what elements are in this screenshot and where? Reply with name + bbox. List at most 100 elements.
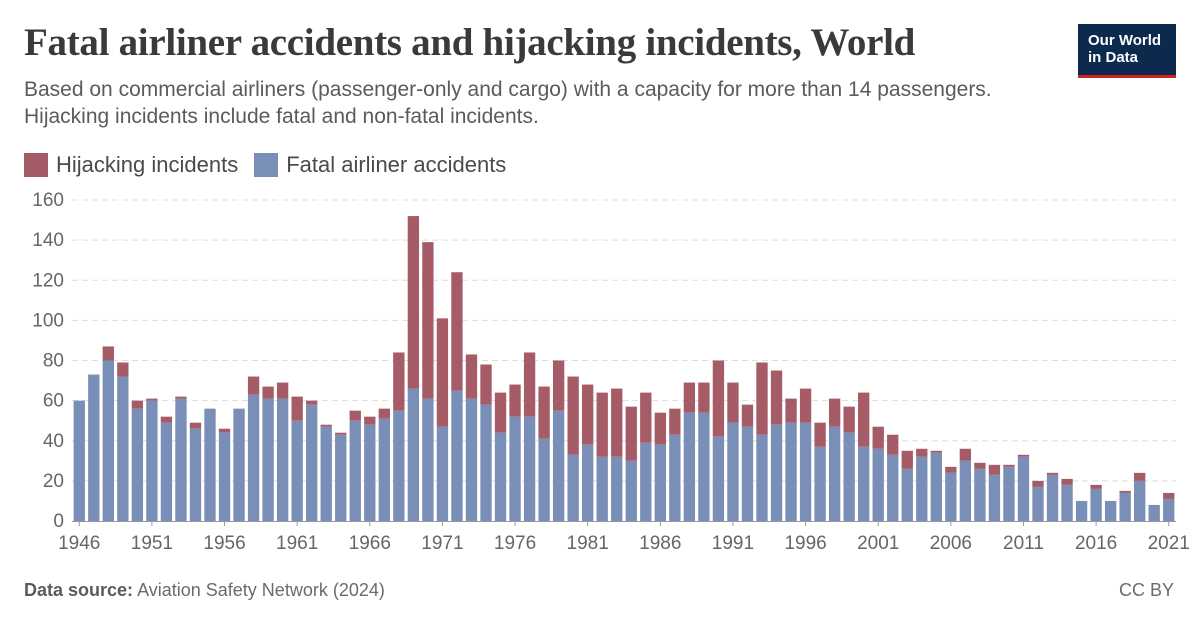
bar-hijacking[interactable] [422,242,434,399]
bar-hijacking[interactable] [712,360,725,437]
bar-accidents[interactable] [218,432,231,521]
bar-accidents[interactable] [306,404,318,521]
bar-hijacking[interactable] [436,318,449,427]
bar-accidents[interactable] [1134,480,1146,521]
bar-hijacking[interactable] [117,362,129,377]
bar-hijacking[interactable] [669,408,681,435]
bar-hijacking[interactable] [1032,480,1044,487]
license-link[interactable]: CC BY [1118,580,1174,600]
bar-accidents[interactable] [378,418,390,521]
bar-accidents[interactable] [901,468,913,521]
bar-hijacking[interactable] [335,432,347,435]
bar-hijacking[interactable] [741,404,754,427]
bar-accidents[interactable] [596,456,608,521]
bar-accidents[interactable] [785,422,797,521]
bar-accidents[interactable] [1119,492,1131,521]
bar-hijacking[interactable] [959,448,972,461]
bar-accidents[interactable] [567,454,579,521]
bar-accidents[interactable] [683,412,696,521]
bar-hijacking[interactable] [858,392,870,447]
bar-hijacking[interactable] [364,416,376,425]
bar-accidents[interactable] [756,434,768,521]
bar-hijacking[interactable] [1061,478,1073,485]
bar-accidents[interactable] [146,400,158,521]
bar-accidents[interactable] [770,424,783,521]
bar-hijacking[interactable] [306,400,318,405]
bar-accidents[interactable] [654,444,666,521]
bar-accidents[interactable] [131,408,144,521]
bar-hijacking[interactable] [799,388,812,423]
bar-hijacking[interactable] [1017,454,1030,457]
bar-accidents[interactable] [988,474,1001,521]
bar-accidents[interactable] [640,442,652,521]
bar-hijacking[interactable] [291,396,303,421]
bar-hijacking[interactable] [901,450,913,469]
bar-hijacking[interactable] [625,406,637,461]
bar-accidents[interactable] [930,452,942,521]
bar-accidents[interactable] [1148,504,1160,521]
bar-accidents[interactable] [858,446,870,521]
bar-accidents[interactable] [349,420,361,521]
bar-hijacking[interactable] [349,410,361,421]
bar-hijacking[interactable] [988,464,1001,475]
bar-hijacking[interactable] [887,434,899,455]
bar-hijacking[interactable] [480,364,492,405]
bar-hijacking[interactable] [523,352,536,417]
legend-item-accidents[interactable]: Fatal airliner accidents [254,152,506,178]
bar-hijacking[interactable] [1090,484,1102,489]
bar-accidents[interactable] [480,404,492,521]
bar-accidents[interactable] [523,416,536,521]
bar-hijacking[interactable] [916,448,928,457]
bar-accidents[interactable] [436,426,449,521]
bar-accidents[interactable] [233,408,245,521]
bar-accidents[interactable] [247,394,260,521]
bar-hijacking[interactable] [218,428,231,433]
bar-hijacking[interactable] [596,392,608,457]
bar-hijacking[interactable] [582,384,594,445]
bar-accidents[interactable] [465,398,478,521]
bar-hijacking[interactable] [872,426,884,449]
bar-hijacking[interactable] [494,392,507,433]
bar-hijacking[interactable] [1046,472,1059,475]
bar-hijacking[interactable] [785,398,797,423]
bar-accidents[interactable] [959,460,972,521]
bar-accidents[interactable] [1090,488,1102,521]
bar-accidents[interactable] [509,416,521,521]
bar-accidents[interactable] [945,472,957,521]
bar-hijacking[interactable] [146,398,158,401]
bar-accidents[interactable] [117,376,129,521]
bar-accidents[interactable] [160,422,173,521]
bar-accidents[interactable] [1104,500,1117,521]
bar-accidents[interactable] [582,444,594,521]
bar-accidents[interactable] [974,468,986,521]
bar-hijacking[interactable] [189,422,202,429]
bar-accidents[interactable] [262,398,274,521]
bar-hijacking[interactable] [393,352,405,411]
bar-accidents[interactable] [727,422,739,521]
bar-hijacking[interactable] [756,362,768,435]
bar-hijacking[interactable] [683,382,696,413]
bar-hijacking[interactable] [552,360,565,411]
bar-accidents[interactable] [843,432,855,521]
bar-accidents[interactable] [698,412,710,521]
bar-accidents[interactable] [799,422,812,521]
bar-accidents[interactable] [276,398,289,521]
bar-hijacking[interactable] [770,370,783,425]
bar-accidents[interactable] [712,436,725,521]
bar-accidents[interactable] [887,454,899,521]
bar-hijacking[interactable] [640,392,652,443]
bar-hijacking[interactable] [465,354,478,399]
bar-accidents[interactable] [1003,466,1015,521]
bar-accidents[interactable] [320,426,332,521]
bar-hijacking[interactable] [378,408,390,419]
bar-accidents[interactable] [451,390,463,521]
bar-accidents[interactable] [1163,498,1175,521]
bar-accidents[interactable] [611,456,623,521]
bar-accidents[interactable] [741,426,754,521]
bar-accidents[interactable] [175,398,187,521]
bar-hijacking[interactable] [945,466,957,473]
bar-hijacking[interactable] [1163,492,1175,499]
bar-hijacking[interactable] [828,398,841,427]
bar-accidents[interactable] [407,388,420,521]
bar-accidents[interactable] [669,434,681,521]
